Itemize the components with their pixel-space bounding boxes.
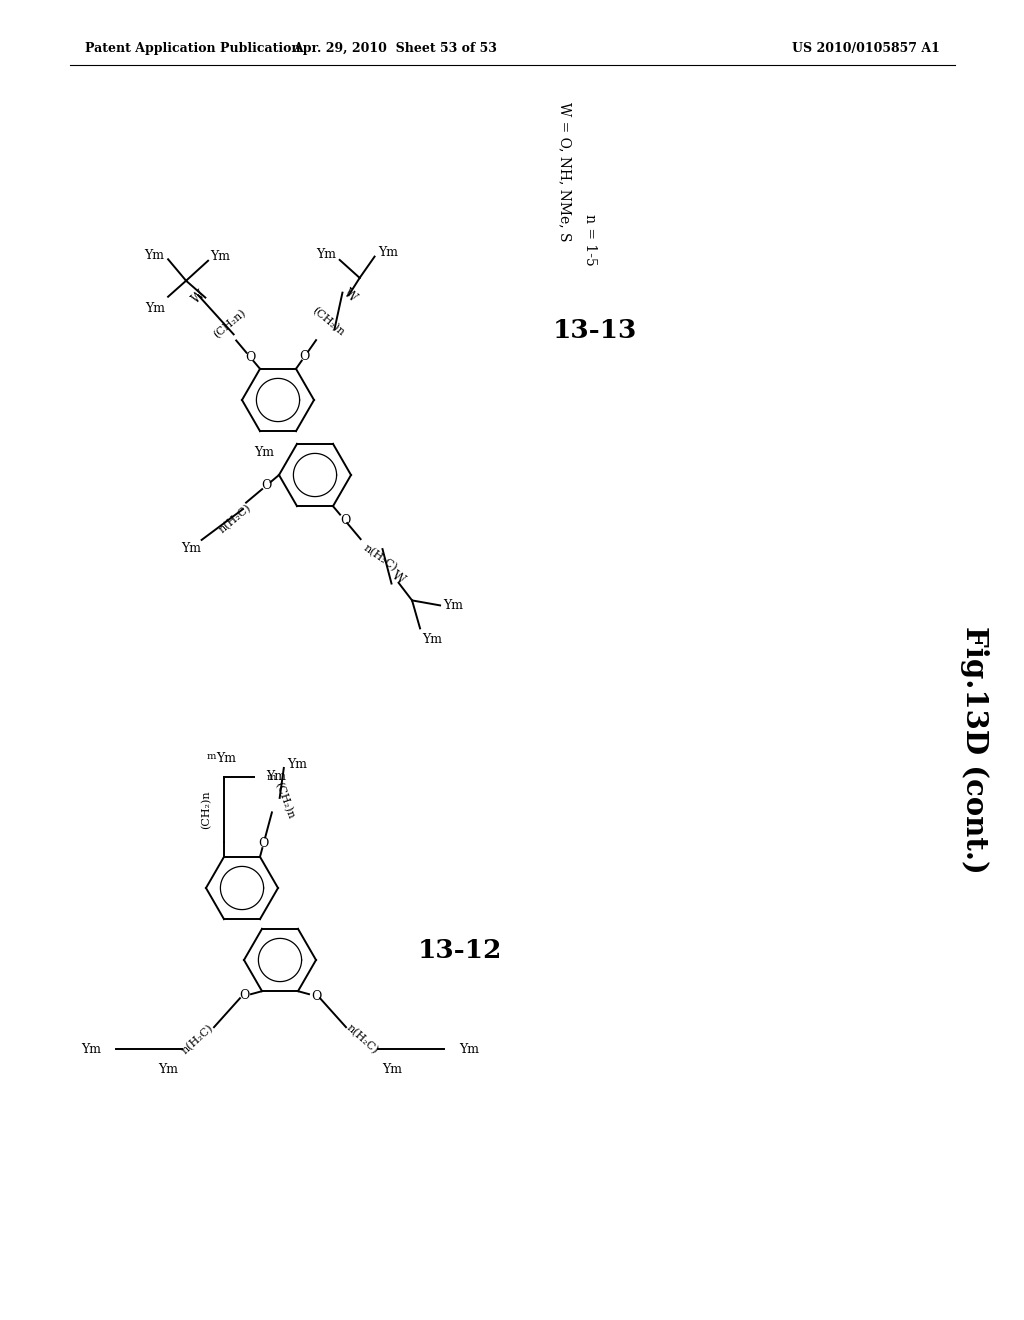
Text: (CH₂n): (CH₂n)	[212, 308, 248, 341]
Text: Ym: Ym	[81, 1043, 101, 1056]
Text: Ym: Ym	[145, 302, 165, 314]
Text: (CH₂)n: (CH₂)n	[273, 780, 296, 820]
Text: O: O	[340, 513, 350, 527]
Text: Ym: Ym	[382, 1063, 402, 1076]
Text: Ym: Ym	[316, 248, 337, 261]
Text: O: O	[311, 990, 322, 1003]
Text: n(H₂C): n(H₂C)	[217, 503, 253, 536]
Text: Ym: Ym	[181, 541, 202, 554]
Text: Ym: Ym	[422, 634, 442, 647]
Text: W: W	[189, 289, 208, 306]
Text: Ym: Ym	[266, 771, 286, 783]
Text: Fig.13D (cont.): Fig.13D (cont.)	[961, 626, 989, 874]
Text: (CH₂)n: (CH₂)n	[201, 791, 211, 829]
Text: O: O	[239, 989, 249, 1002]
Text: Apr. 29, 2010  Sheet 53 of 53: Apr. 29, 2010 Sheet 53 of 53	[293, 42, 497, 55]
Text: O: O	[245, 351, 256, 364]
Text: Ym: Ym	[158, 1063, 178, 1076]
Text: O: O	[299, 350, 310, 363]
Text: Ym: Ym	[443, 599, 463, 612]
Text: Ym: Ym	[254, 446, 274, 459]
Text: Ym: Ym	[144, 248, 164, 261]
Text: US 2010/0105857 A1: US 2010/0105857 A1	[793, 42, 940, 55]
Text: W = O, NH, NMe, S: W = O, NH, NMe, S	[558, 102, 572, 242]
Text: O: O	[258, 837, 269, 850]
Text: m: m	[207, 752, 216, 760]
Text: Patent Application Publication: Patent Application Publication	[85, 42, 300, 55]
Text: Ym: Ym	[379, 246, 398, 259]
Text: n = 1-5: n = 1-5	[583, 214, 597, 265]
Text: n(H₂C): n(H₂C)	[344, 1023, 380, 1056]
Text: Ym: Ym	[210, 251, 230, 263]
Text: (CH₂)n: (CH₂)n	[310, 305, 346, 338]
Text: W: W	[341, 286, 359, 305]
Text: n(H₂C): n(H₂C)	[180, 1023, 216, 1056]
Text: Ym: Ym	[216, 752, 236, 764]
Text: 13-12: 13-12	[418, 937, 502, 962]
Text: m: m	[267, 772, 276, 781]
Text: W: W	[389, 569, 408, 586]
Text: Ym: Ym	[459, 1043, 479, 1056]
Text: O: O	[261, 479, 272, 492]
Text: n(H₂C): n(H₂C)	[361, 543, 399, 573]
Text: Ym: Ym	[287, 759, 307, 771]
Text: 13-13: 13-13	[553, 318, 637, 342]
